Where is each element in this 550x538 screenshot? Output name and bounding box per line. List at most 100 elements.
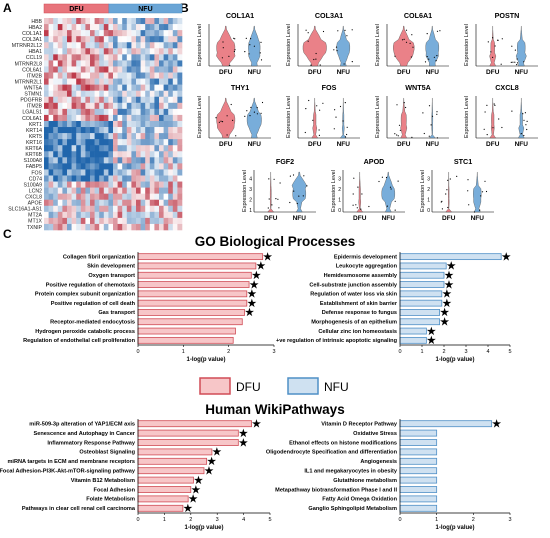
violin-point bbox=[260, 41, 262, 44]
significance-star: ★ bbox=[205, 466, 214, 477]
heatmap-cell bbox=[145, 96, 151, 104]
heatmap-cell bbox=[62, 54, 68, 61]
heatmap-gene-label: HBA1 bbox=[28, 49, 42, 55]
heatmap-cell bbox=[71, 102, 77, 110]
heatmap-cell bbox=[172, 24, 178, 31]
heatmap-cell bbox=[108, 24, 114, 31]
violin-point bbox=[492, 127, 494, 129]
heatmap-cell bbox=[159, 114, 164, 122]
violin-point bbox=[497, 39, 499, 41]
heatmap-cell bbox=[90, 78, 95, 85]
heatmap-cell bbox=[103, 102, 109, 110]
heatmap-gene-label: WNT5A bbox=[24, 85, 43, 91]
heatmap-cell bbox=[154, 145, 160, 152]
heatmap-cell bbox=[172, 205, 178, 213]
heatmap-cell bbox=[159, 157, 164, 164]
heatmap-cell bbox=[117, 223, 123, 231]
enrichment-bar bbox=[399, 327, 427, 335]
heatmap-gene-label: ITM2B bbox=[27, 73, 43, 79]
heatmap-cell bbox=[172, 211, 178, 219]
heatmap-cell bbox=[108, 175, 114, 182]
enrichment-term-label: Protein complex subunit organization bbox=[35, 292, 136, 298]
violin-point bbox=[268, 198, 270, 200]
heatmap-cell bbox=[90, 151, 95, 158]
heatmap-cell bbox=[80, 120, 86, 128]
heatmap-cell bbox=[131, 151, 137, 158]
violin-point bbox=[308, 99, 310, 102]
heatmap-cell bbox=[177, 18, 183, 25]
heatmap-cell bbox=[154, 133, 160, 140]
heatmap-cell bbox=[76, 169, 82, 176]
violin-point bbox=[411, 136, 413, 138]
heatmap-cell bbox=[48, 127, 54, 134]
violin-point bbox=[318, 134, 320, 136]
significance-star: ★ bbox=[239, 428, 248, 439]
heatmap-cell bbox=[62, 199, 68, 207]
heatmap-cell bbox=[159, 24, 164, 31]
violin-point bbox=[526, 120, 528, 122]
violin-shape-dfu bbox=[356, 171, 364, 213]
heatmap-cell bbox=[122, 157, 128, 164]
go-title: GO Biological Processes bbox=[195, 234, 356, 249]
heatmap-cell bbox=[163, 42, 169, 49]
heatmap-cell bbox=[62, 72, 68, 79]
violin-point bbox=[433, 56, 435, 58]
heatmap-cell bbox=[131, 157, 137, 164]
heatmap-cell bbox=[48, 66, 54, 73]
heatmap-cell bbox=[163, 78, 169, 85]
heatmap-cell bbox=[159, 127, 164, 134]
heatmap-cell bbox=[149, 217, 155, 225]
heatmap-cell bbox=[94, 151, 100, 158]
heatmap-cell bbox=[149, 18, 155, 25]
heatmap-cell bbox=[145, 78, 151, 85]
heatmap-cell bbox=[177, 211, 183, 219]
heatmap-cell bbox=[140, 157, 146, 164]
bar-x-ticklabel: 5 bbox=[268, 517, 271, 523]
heatmap-cell bbox=[85, 108, 91, 116]
heatmap-cell bbox=[57, 205, 63, 213]
violin-point bbox=[234, 38, 236, 40]
heatmap-cell bbox=[131, 169, 137, 176]
heatmap-cell bbox=[168, 24, 174, 31]
heatmap-cell bbox=[85, 114, 91, 122]
violin-point bbox=[315, 52, 317, 55]
violin-point bbox=[484, 180, 486, 182]
violin-point bbox=[436, 55, 438, 57]
violin-point bbox=[410, 56, 412, 58]
heatmap-cell bbox=[140, 24, 146, 31]
enrichment-bar bbox=[399, 486, 438, 493]
heatmap-cell bbox=[94, 108, 100, 116]
violin-xlabel-dfu: DFU bbox=[353, 215, 367, 222]
bar-x-ticklabel: 0 bbox=[136, 349, 139, 355]
heatmap-cell bbox=[67, 78, 72, 85]
heatmap-gene-label: COL3A1 bbox=[22, 37, 42, 43]
heatmap-cell bbox=[172, 108, 178, 116]
heatmap-cell bbox=[163, 199, 169, 207]
heatmap-cell bbox=[103, 163, 109, 170]
violin-point bbox=[435, 60, 437, 62]
heatmap-cell bbox=[94, 60, 100, 67]
heatmap-cell bbox=[122, 18, 128, 25]
heatmap-cell bbox=[76, 199, 82, 207]
heatmap-cell bbox=[94, 24, 100, 31]
heatmap-cell bbox=[172, 84, 178, 91]
heatmap-gene-label: FOS bbox=[31, 170, 42, 176]
heatmap-cell bbox=[168, 217, 174, 225]
heatmap-gene-label: CD74 bbox=[29, 176, 42, 182]
heatmap-cell bbox=[177, 187, 183, 194]
heatmap-cell bbox=[94, 139, 100, 146]
heatmap-cell bbox=[113, 181, 118, 188]
heatmap-cell bbox=[126, 36, 132, 43]
heatmap-cell bbox=[131, 223, 137, 231]
violin-point bbox=[322, 30, 325, 33]
heatmap-cell bbox=[163, 48, 169, 55]
violin-point bbox=[447, 179, 449, 181]
heatmap-cell bbox=[76, 223, 82, 231]
heatmap-cell bbox=[140, 223, 146, 231]
heatmap-cell bbox=[48, 36, 54, 43]
violin-point bbox=[411, 34, 413, 36]
violin-point bbox=[516, 58, 518, 60]
heatmap-cell bbox=[136, 145, 141, 152]
group-label-nfu: NFU bbox=[138, 6, 152, 13]
heatmap-cell bbox=[80, 151, 86, 158]
